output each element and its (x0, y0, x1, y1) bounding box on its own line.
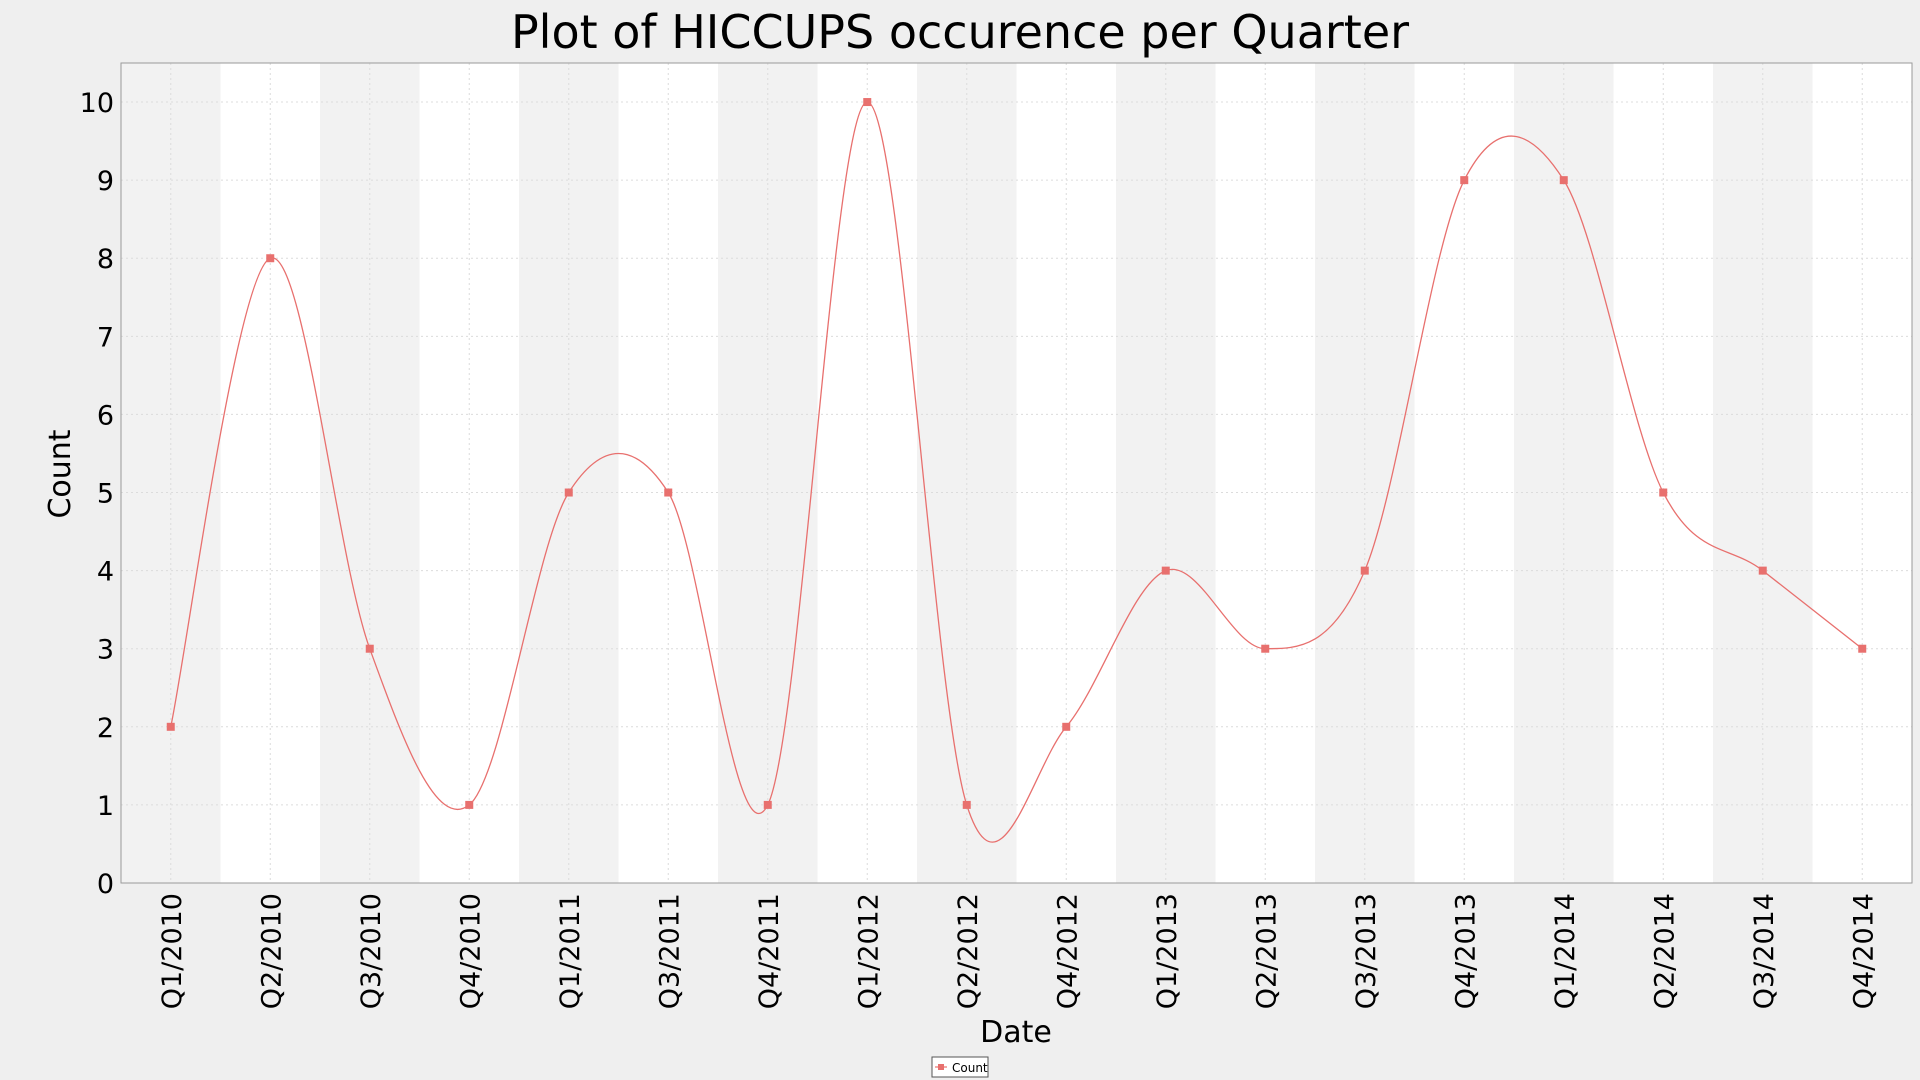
data-point (1261, 644, 1270, 653)
series-line-count (170, 101, 1863, 843)
x-tick-label: Q4/2013 (1450, 893, 1481, 1009)
x-tick-label: Q3/2011 (654, 893, 685, 1009)
data-point (1559, 176, 1568, 185)
data-point (1858, 644, 1867, 653)
x-axis-label: Date (980, 1015, 1052, 1050)
y-tick-label: 4 (97, 557, 114, 588)
x-tick-label: Q4/2010 (455, 893, 486, 1009)
y-tick-label: 6 (97, 400, 114, 431)
data-point (1062, 722, 1071, 731)
legend-box (931, 1056, 989, 1078)
x-tick-label: Q4/2014 (1848, 893, 1879, 1009)
y-axis-label: Count (43, 429, 78, 518)
x-tick-label: Q3/2010 (356, 893, 387, 1009)
y-tick-label: 8 (97, 244, 114, 275)
x-tick-label: Q1/2011 (555, 893, 586, 1009)
y-tick-label: 7 (97, 322, 114, 353)
plot-area: 0 1 2 3 4 5 6 7 8 9 10 Q1/2010 Q2/2010 Q3/2010 Q4/2010… (80, 62, 1913, 1009)
legend: Count (931, 1056, 989, 1078)
data-point (365, 644, 374, 653)
x-tick-label: Q2/2014 (1649, 893, 1680, 1009)
data-point (863, 98, 872, 107)
x-tick-label: Q1/2012 (853, 893, 884, 1009)
chart-title: Plot of HICCUPS occurence per Quarter (511, 5, 1409, 59)
x-tick-label: Q2/2010 (256, 893, 287, 1009)
data-point (664, 488, 673, 497)
data-point (564, 488, 573, 497)
data-point (1659, 488, 1668, 497)
data-point (1360, 566, 1369, 575)
x-tick-label: Q3/2014 (1749, 893, 1780, 1009)
data-point (465, 800, 474, 809)
x-tick-label: Q4/2012 (1052, 893, 1083, 1009)
plot-border (120, 62, 1913, 884)
x-tick-label: Q4/2011 (754, 893, 785, 1009)
x-tick-label: Q3/2013 (1351, 893, 1382, 1009)
data-point (1460, 176, 1469, 185)
y-tick-label: 9 (97, 166, 114, 197)
legend-marker-icon (938, 1064, 944, 1070)
y-tick-label: 10 (80, 88, 114, 119)
legend-label: Count (952, 1061, 988, 1075)
y-tick-label: 2 (97, 713, 114, 744)
x-tick-label: Q2/2013 (1251, 893, 1282, 1009)
data-point (1161, 566, 1170, 575)
data-point (763, 800, 772, 809)
data-point (962, 800, 971, 809)
data-point (1758, 566, 1767, 575)
y-tick-label: 1 (97, 791, 114, 822)
y-tick-label: 5 (97, 479, 114, 510)
data-point (266, 254, 275, 263)
data-point (166, 722, 175, 731)
y-tick-label: 0 (97, 869, 114, 900)
x-tick-label: Q2/2012 (953, 893, 984, 1009)
x-tick-label: Q1/2014 (1550, 893, 1581, 1009)
x-tick-label: Q1/2010 (157, 893, 188, 1009)
y-tick-label: 3 (97, 635, 114, 666)
x-tick-label: Q1/2013 (1152, 893, 1183, 1009)
